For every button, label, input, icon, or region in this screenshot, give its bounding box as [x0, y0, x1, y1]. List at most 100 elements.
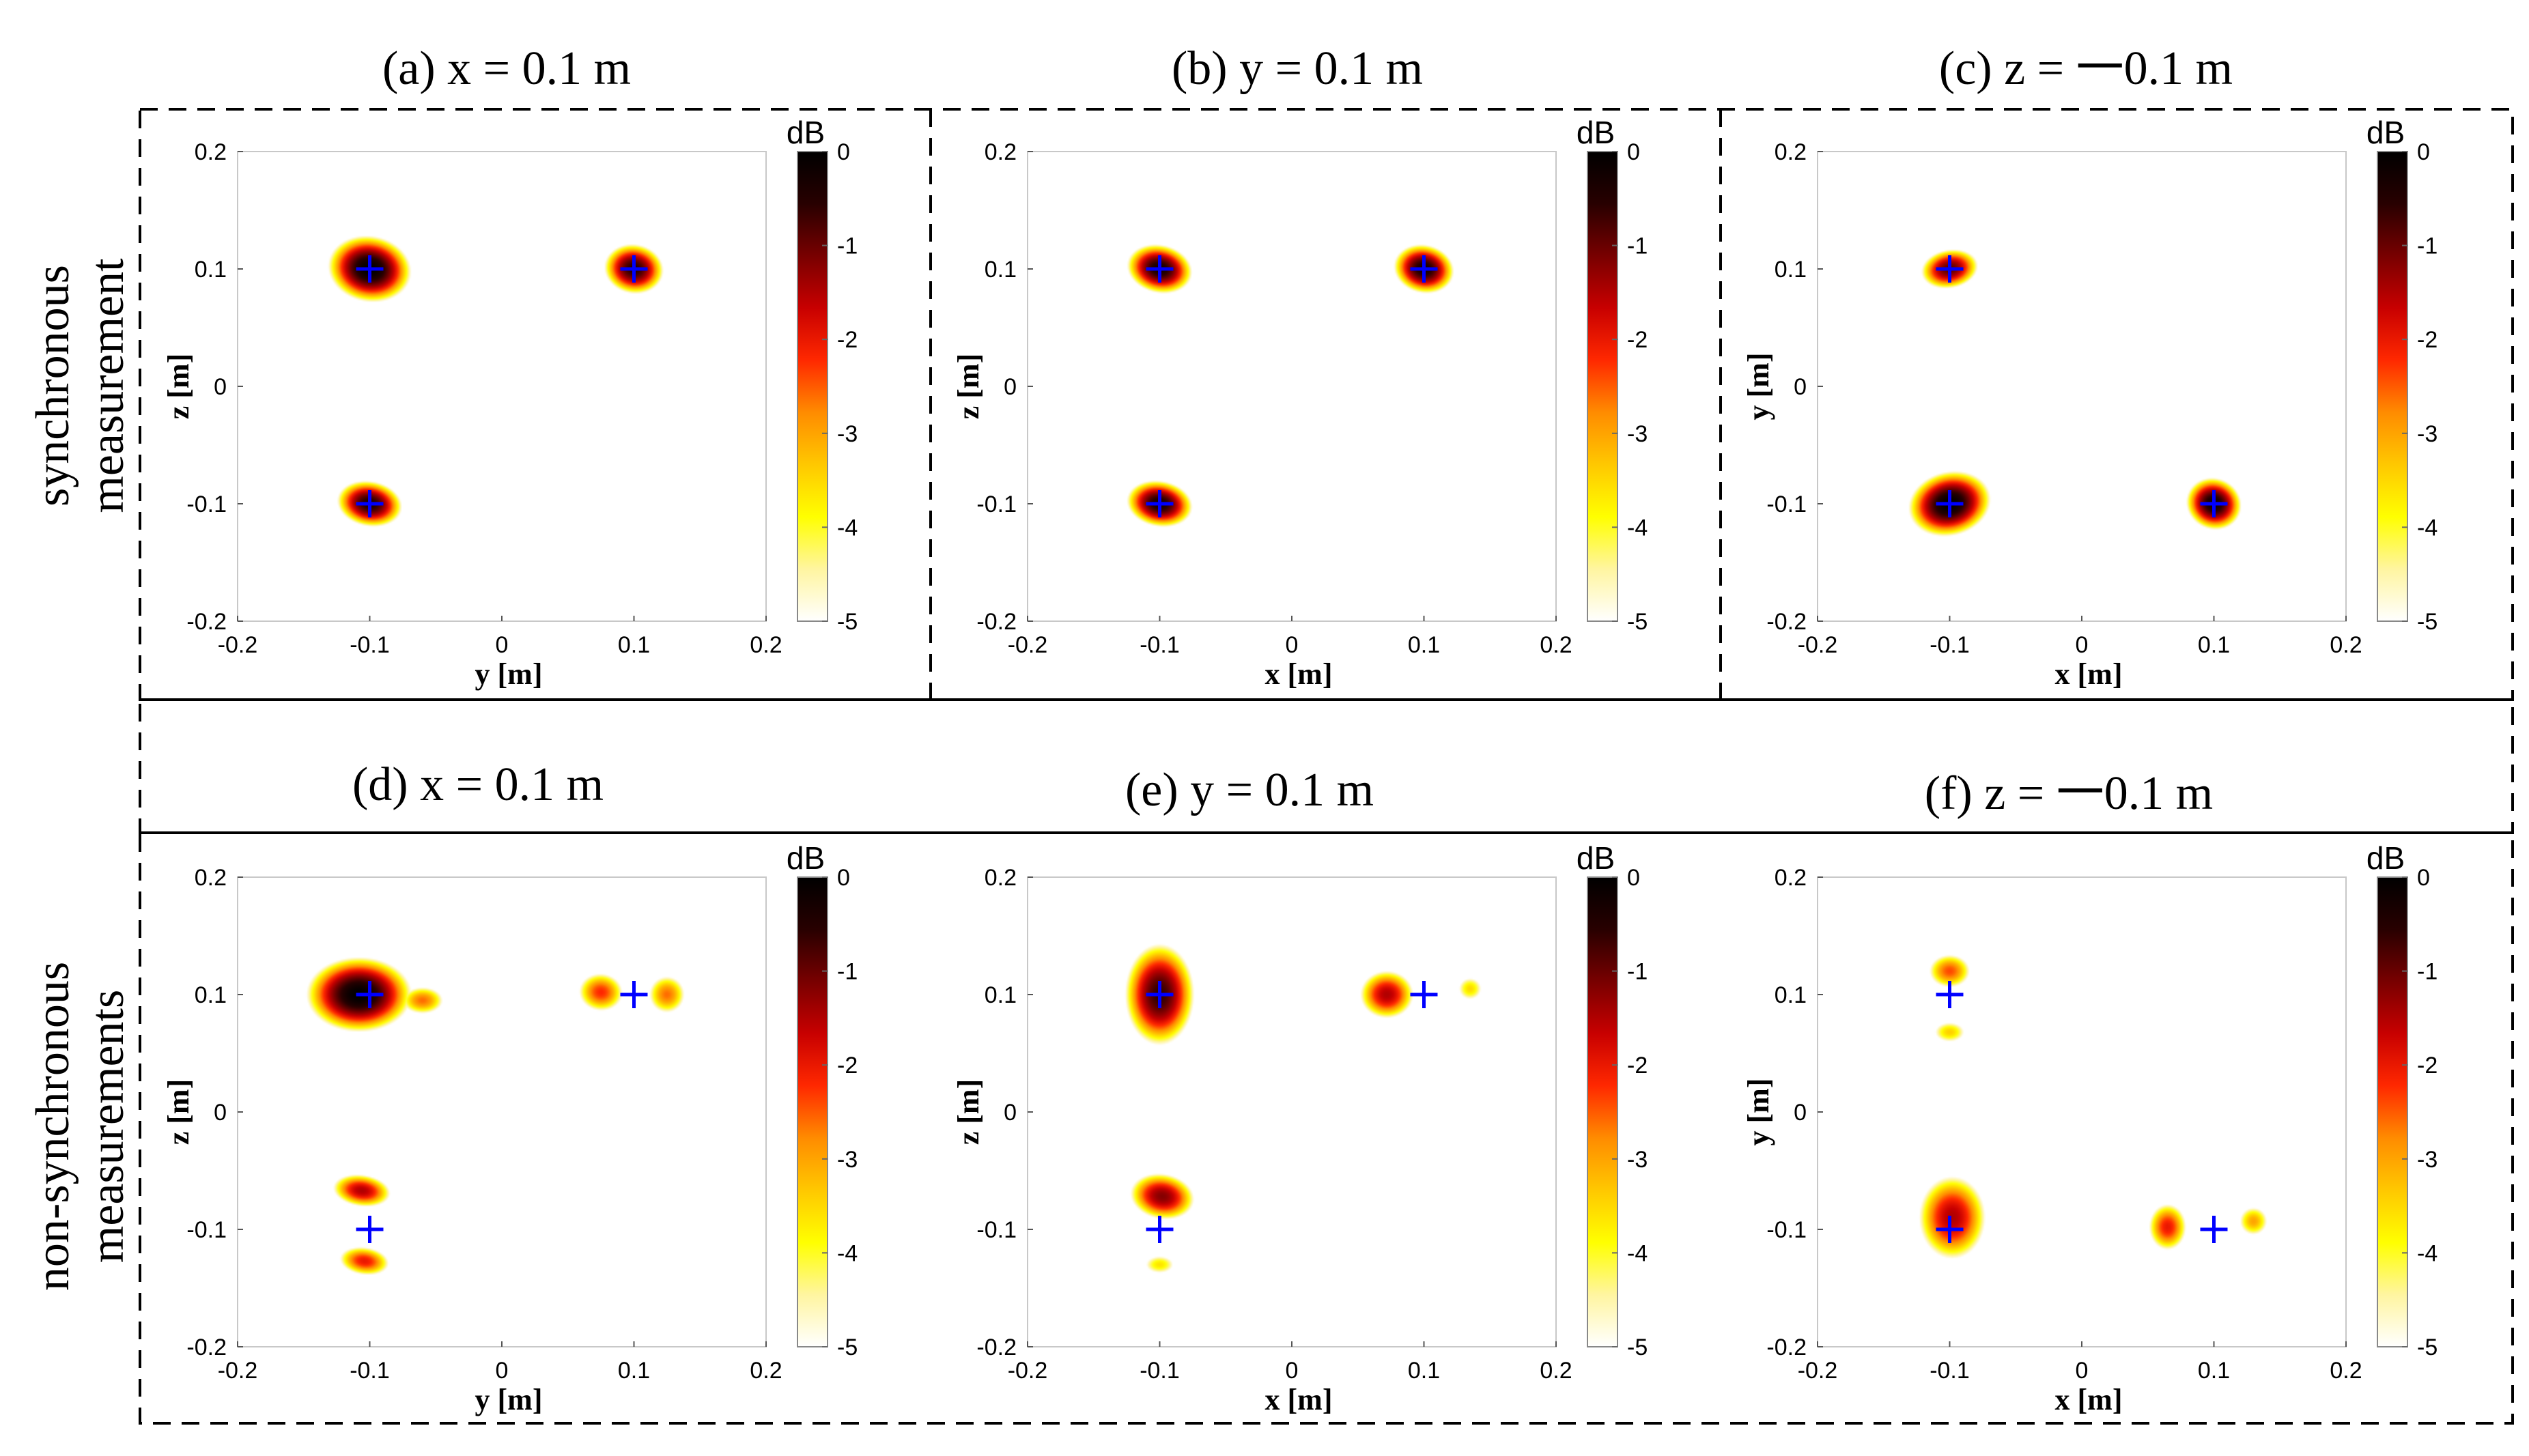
- colorbar-label: dB: [787, 840, 825, 876]
- colorbar-tick-label: -5: [1627, 1334, 1648, 1360]
- x-tick-label: -0.1: [350, 1358, 390, 1384]
- y-tick-label: 0.1: [985, 982, 1017, 1008]
- panel-title: (b) y = 0.1 m: [1172, 42, 1423, 95]
- source-marker: [620, 255, 648, 283]
- panel-c: (c) z = 一0.1 m -0.2 -0.1 0 0.1 0.2 0.2 0.1 0 -0.1…: [1742, 42, 2438, 691]
- colorbar-tick-label: -4: [2417, 1240, 2438, 1266]
- colorbar-tick-label: -1: [837, 233, 858, 259]
- colorbar-tick-label: -4: [2417, 515, 2438, 541]
- colorbar-tick-label: -1: [2417, 959, 2438, 985]
- x-tick-label: -0.2: [1798, 1358, 1838, 1384]
- y-tick-label: -0.2: [976, 609, 1017, 635]
- source-marker: [1146, 981, 1174, 1008]
- x-tick-label: 0: [2076, 1358, 2089, 1384]
- y-tick-label: 0.2: [1775, 865, 1807, 891]
- heatmap-image: [1818, 152, 2346, 621]
- colorbar-tick-label: -5: [2417, 1334, 2438, 1360]
- frame-synchronous: [139, 108, 2514, 701]
- y-tick-label: -0.2: [1766, 1334, 1807, 1360]
- panel-title: (f) z = 一0.1 m: [1925, 767, 2213, 820]
- colorbar-label: dB: [1577, 115, 1615, 150]
- source-marker: [2200, 1216, 2228, 1243]
- x-axis-label: x [m]: [1265, 657, 1333, 691]
- colorbar: [2377, 876, 2408, 1347]
- x-tick-label: 0.1: [2198, 632, 2230, 658]
- x-tick-label: 0.1: [1408, 632, 1440, 658]
- x-tick-label: -0.1: [350, 632, 390, 658]
- x-tick-label: -0.2: [1008, 1358, 1048, 1384]
- y-tick-label: 0.1: [1775, 257, 1807, 283]
- panel-b: (b) y = 0.1 m -0.2 -0.1 0 0.1 0.2 0.2 0.1 0 -0.1 -…: [952, 42, 1648, 691]
- x-tick-label: 0.2: [2330, 1358, 2362, 1384]
- y-tick-label: -0.1: [1766, 1217, 1807, 1243]
- colorbar-tick-label: 0: [837, 139, 850, 165]
- source-marker: [1410, 981, 1438, 1008]
- frame-title-band: [139, 698, 2514, 834]
- source-marker: [1936, 255, 1964, 283]
- source-marker: [356, 255, 384, 283]
- x-tick-label: 0: [2076, 632, 2089, 658]
- y-tick-label: -0.2: [186, 609, 227, 635]
- x-tick-label: 0: [1286, 632, 1299, 658]
- y-tick-label: 0: [214, 1100, 227, 1126]
- colorbar-tick-label: -1: [837, 959, 858, 985]
- x-tick-label: -0.2: [218, 632, 258, 658]
- x-tick-label: -0.1: [1140, 632, 1180, 658]
- y-tick-label: 0.2: [985, 865, 1017, 891]
- y-tick-label: -0.2: [976, 1334, 1017, 1360]
- colorbar-tick-label: -4: [837, 515, 858, 541]
- colorbar: [1587, 151, 1618, 622]
- colorbar-tick-label: -4: [1627, 515, 1648, 541]
- x-axis-label: y [m]: [475, 657, 543, 691]
- row-label-synchronous: synchronous measurement: [27, 258, 134, 513]
- colorbar-tick-label: -3: [2417, 1147, 2438, 1173]
- x-tick-label: 0.2: [1540, 1358, 1572, 1384]
- panel-a: (a) x = 0.1 m -0.2 -0.1 0 0.1 0.2 0.2 0.1 0 -0.1 -…: [162, 42, 858, 691]
- y-tick-label: 0.2: [1775, 139, 1807, 165]
- y-axis-label: z [m]: [952, 354, 985, 420]
- x-tick-label: -0.1: [1930, 1358, 1970, 1384]
- heatmap-image: [238, 877, 766, 1347]
- y-axis-label: z [m]: [952, 1079, 985, 1145]
- colorbar-tick-label: -5: [2417, 609, 2438, 635]
- x-tick-label: 0.2: [2330, 632, 2362, 658]
- y-tick-label: 0.2: [195, 139, 227, 165]
- x-tick-label: 0.2: [750, 632, 782, 658]
- colorbar-tick-label: -2: [2417, 1053, 2438, 1079]
- colorbar-label: dB: [2366, 115, 2405, 150]
- x-tick-label: -0.2: [1008, 632, 1048, 658]
- colorbar-tick-label: 0: [2417, 865, 2430, 891]
- source-marker: [356, 1216, 384, 1243]
- heatmap-image: [1818, 877, 2346, 1347]
- y-tick-label: 0: [1004, 374, 1017, 400]
- heatmap-image: [1028, 877, 1556, 1347]
- frame-non-synchronous: [139, 831, 2514, 1425]
- x-axis-label: x [m]: [2055, 657, 2123, 691]
- x-tick-label: -0.2: [218, 1358, 258, 1384]
- y-tick-label: 0.1: [985, 257, 1017, 283]
- row-label-non-synchronous: non-synchronous measurements: [27, 962, 134, 1291]
- heatmap-image: [1028, 152, 1556, 621]
- x-tick-label: 0: [496, 1358, 509, 1384]
- y-tick-label: 0.1: [1775, 982, 1807, 1008]
- colorbar-tick-label: -2: [1627, 327, 1648, 353]
- x-axis-label: x [m]: [2055, 1383, 2123, 1416]
- colorbar-tick-label: -2: [1627, 1053, 1648, 1079]
- colorbar-tick-label: -2: [2417, 327, 2438, 353]
- colorbar-tick-label: -3: [837, 421, 858, 447]
- y-tick-label: 0: [1004, 1100, 1017, 1126]
- colorbar-tick-label: -5: [837, 609, 858, 635]
- source-marker: [1146, 255, 1174, 283]
- colorbar: [797, 876, 828, 1347]
- colorbar-tick-label: -2: [837, 327, 858, 353]
- x-tick-label: 0.2: [750, 1358, 782, 1384]
- colorbar-label: dB: [787, 115, 825, 150]
- panel-f: (f) z = 一0.1 m -0.2 -0.1 0 0.1 0.2 0.2 0.1 0 -0.1…: [1742, 767, 2438, 1416]
- colorbar-tick-label: -3: [837, 1147, 858, 1173]
- x-tick-label: -0.1: [1140, 1358, 1180, 1384]
- colorbar-label: dB: [2366, 840, 2405, 876]
- panel-title: (a) x = 0.1 m: [382, 42, 631, 95]
- x-tick-label: 0.1: [2198, 1358, 2230, 1384]
- source-marker: [356, 981, 384, 1008]
- source-marker: [356, 490, 384, 517]
